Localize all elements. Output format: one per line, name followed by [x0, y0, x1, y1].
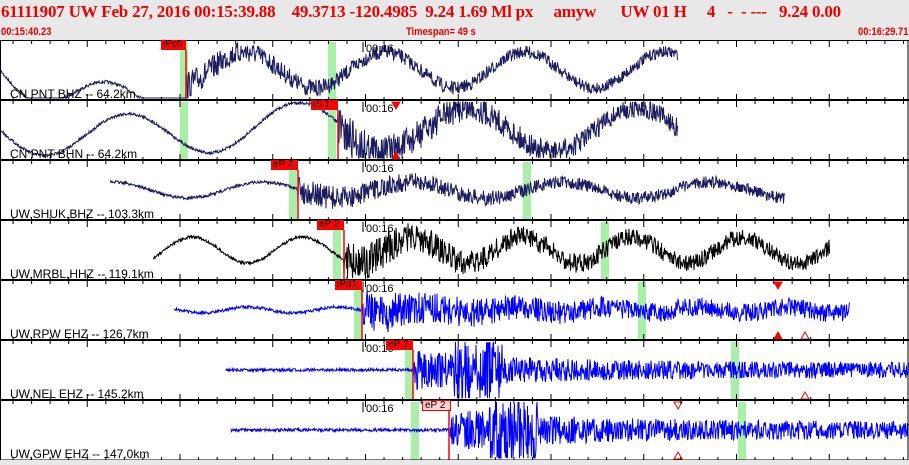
- amplitude-marker-icon[interactable]: [800, 330, 810, 340]
- waveform-canvas[interactable]: [0, 39, 909, 461]
- amplitude-marker-icon[interactable]: [800, 390, 810, 400]
- timespan: Timespan= 49 s: [406, 26, 476, 38]
- end-time: 00:16:29.71: [857, 26, 909, 38]
- time-window-marker: [328, 102, 336, 160]
- phase-pick-flag[interactable]: eP 2: [271, 160, 298, 170]
- start-time: 00:15:40.23: [1, 26, 52, 38]
- channel-label: CN PNT BHN -- 64.2km: [10, 147, 138, 161]
- seismogram-trace: [109, 172, 785, 209]
- amplitude-marker-icon[interactable]: [391, 101, 401, 111]
- time-window-marker: [738, 402, 746, 460]
- seismogram-trace: [0, 42, 678, 100]
- amplitude-marker-icon[interactable]: [673, 450, 683, 460]
- phase-pick-flag[interactable]: iPd1: [335, 280, 362, 290]
- channel-label: UW,GPW EHZ -- 147.0km: [10, 447, 150, 461]
- phase-pick-flag[interactable]: eP 2: [317, 220, 344, 230]
- time-window-marker: [601, 222, 609, 280]
- channel-label: UW,SHUK,BHZ -- 103.3km: [10, 207, 155, 221]
- seismogram-trace: [173, 291, 850, 333]
- channel-label: UW,NEL EHZ -- 145.2km: [10, 387, 144, 401]
- time-window-marker: [180, 42, 188, 100]
- time-label: 00:16: [366, 163, 394, 175]
- time-label: 00:16: [366, 103, 394, 115]
- time-window-marker: [333, 222, 341, 280]
- channel-label: CN PNT BHZ -- 64.2km: [10, 87, 136, 101]
- seismogram-trace: [225, 341, 909, 400]
- channel-label: UW,RPW EHZ -- 126,7km: [10, 327, 149, 341]
- channel-label: UW,MRBL,HHZ -- 119.1km: [10, 267, 154, 281]
- phase-pick-flag[interactable]: iS 1: [311, 100, 338, 110]
- phase-pick-flag[interactable]: eP 2: [386, 340, 413, 350]
- seismogram-trace: [230, 401, 909, 460]
- seismogram-trace: [153, 223, 830, 279]
- time-window-marker: [328, 42, 336, 100]
- amplitude-marker-icon[interactable]: [773, 330, 783, 340]
- time-window-marker: [180, 102, 188, 160]
- time-label: 00:16: [366, 403, 394, 415]
- event-header: 61111907 UW Feb 27, 2016 00:15:39.88 49.…: [0, 0, 909, 40]
- amplitude-marker-icon[interactable]: [773, 281, 783, 291]
- phase-pick-flag[interactable]: eP 2: [422, 400, 451, 411]
- time-label: 00:16: [366, 283, 394, 295]
- time-label: 00:16: [366, 43, 394, 55]
- phase-pick-flag[interactable]: iPc0: [161, 40, 186, 50]
- amplitude-marker-icon[interactable]: [673, 401, 683, 411]
- event-summary: 61111907 UW Feb 27, 2016 00:15:39.88 49.…: [1, 2, 841, 21]
- waveform-panel[interactable]: CN PNT BHZ -- 64.2km 00:16 iPc0 CN PNT BHN …: [0, 39, 909, 461]
- time-window-marker: [289, 162, 297, 220]
- time-label: 00:16: [366, 223, 394, 235]
